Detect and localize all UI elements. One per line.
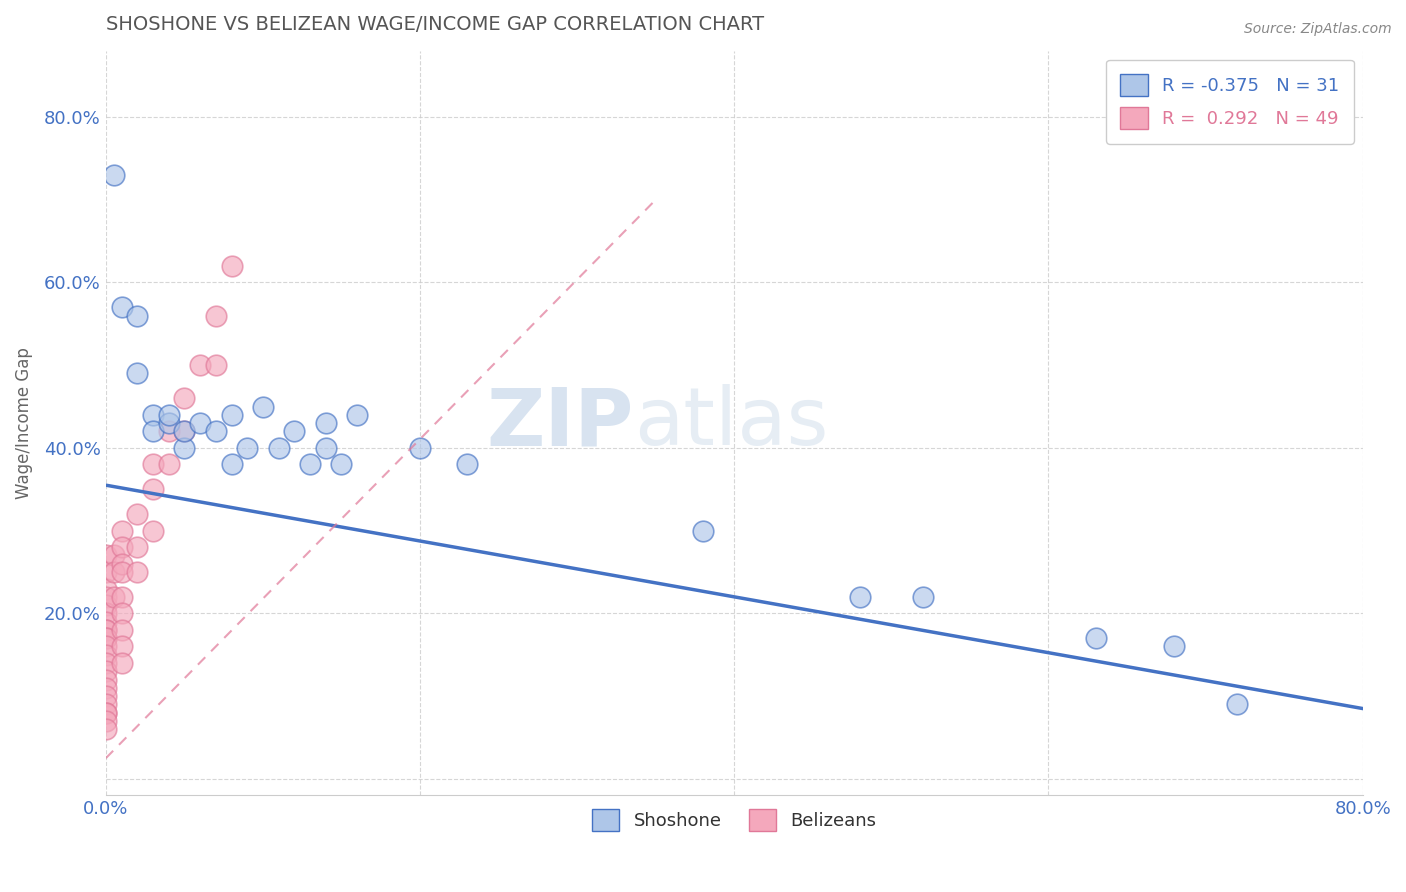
- Point: [188, 416, 211, 430]
- Point: [221, 458, 243, 472]
- Text: atlas: atlas: [634, 384, 828, 462]
- Point: [204, 309, 226, 323]
- Point: [173, 392, 195, 406]
- Point: [1163, 640, 1185, 654]
- Point: [204, 425, 226, 439]
- Point: [188, 358, 211, 372]
- Point: [142, 483, 165, 497]
- Point: [127, 367, 149, 381]
- Point: [110, 301, 132, 315]
- Point: [911, 590, 934, 604]
- Point: [157, 416, 180, 430]
- Point: [94, 631, 117, 645]
- Point: [127, 507, 149, 521]
- Point: [157, 408, 180, 422]
- Point: [849, 590, 872, 604]
- Point: [94, 607, 117, 621]
- Text: ZIP: ZIP: [486, 384, 634, 462]
- Point: [204, 358, 226, 372]
- Point: [94, 681, 117, 695]
- Point: [94, 598, 117, 612]
- Point: [456, 458, 478, 472]
- Point: [94, 640, 117, 654]
- Y-axis label: Wage/Income Gap: Wage/Income Gap: [15, 347, 32, 499]
- Point: [94, 698, 117, 712]
- Point: [173, 441, 195, 455]
- Point: [346, 408, 368, 422]
- Point: [252, 400, 274, 414]
- Point: [142, 458, 165, 472]
- Point: [267, 441, 290, 455]
- Point: [94, 623, 117, 637]
- Point: [94, 582, 117, 596]
- Point: [110, 656, 132, 670]
- Point: [94, 623, 117, 637]
- Legend: Shoshone, Belizeans: Shoshone, Belizeans: [578, 795, 891, 846]
- Point: [94, 714, 117, 728]
- Point: [110, 557, 132, 571]
- Point: [110, 590, 132, 604]
- Point: [692, 524, 714, 538]
- Point: [110, 640, 132, 654]
- Point: [1226, 698, 1249, 712]
- Point: [110, 540, 132, 554]
- Point: [110, 524, 132, 538]
- Point: [157, 425, 180, 439]
- Point: [94, 631, 117, 645]
- Point: [127, 309, 149, 323]
- Point: [94, 706, 117, 720]
- Point: [173, 425, 195, 439]
- Point: [236, 441, 259, 455]
- Point: [157, 458, 180, 472]
- Point: [299, 458, 322, 472]
- Point: [110, 565, 132, 579]
- Point: [94, 590, 117, 604]
- Point: [94, 656, 117, 670]
- Point: [94, 706, 117, 720]
- Point: [315, 416, 337, 430]
- Point: [103, 565, 125, 579]
- Point: [409, 441, 432, 455]
- Point: [221, 259, 243, 273]
- Point: [221, 408, 243, 422]
- Point: [94, 689, 117, 703]
- Text: Source: ZipAtlas.com: Source: ZipAtlas.com: [1244, 22, 1392, 37]
- Point: [142, 408, 165, 422]
- Point: [315, 441, 337, 455]
- Point: [94, 665, 117, 679]
- Point: [94, 673, 117, 687]
- Point: [142, 524, 165, 538]
- Point: [142, 425, 165, 439]
- Point: [94, 565, 117, 579]
- Point: [103, 549, 125, 563]
- Point: [283, 425, 305, 439]
- Text: SHOSHONE VS BELIZEAN WAGE/INCOME GAP CORRELATION CHART: SHOSHONE VS BELIZEAN WAGE/INCOME GAP COR…: [105, 15, 763, 34]
- Point: [94, 549, 117, 563]
- Point: [110, 623, 132, 637]
- Point: [330, 458, 353, 472]
- Point: [94, 723, 117, 737]
- Point: [127, 540, 149, 554]
- Point: [94, 648, 117, 662]
- Point: [110, 607, 132, 621]
- Point: [94, 615, 117, 629]
- Point: [1084, 631, 1107, 645]
- Point: [127, 565, 149, 579]
- Point: [103, 590, 125, 604]
- Point: [103, 168, 125, 182]
- Point: [173, 425, 195, 439]
